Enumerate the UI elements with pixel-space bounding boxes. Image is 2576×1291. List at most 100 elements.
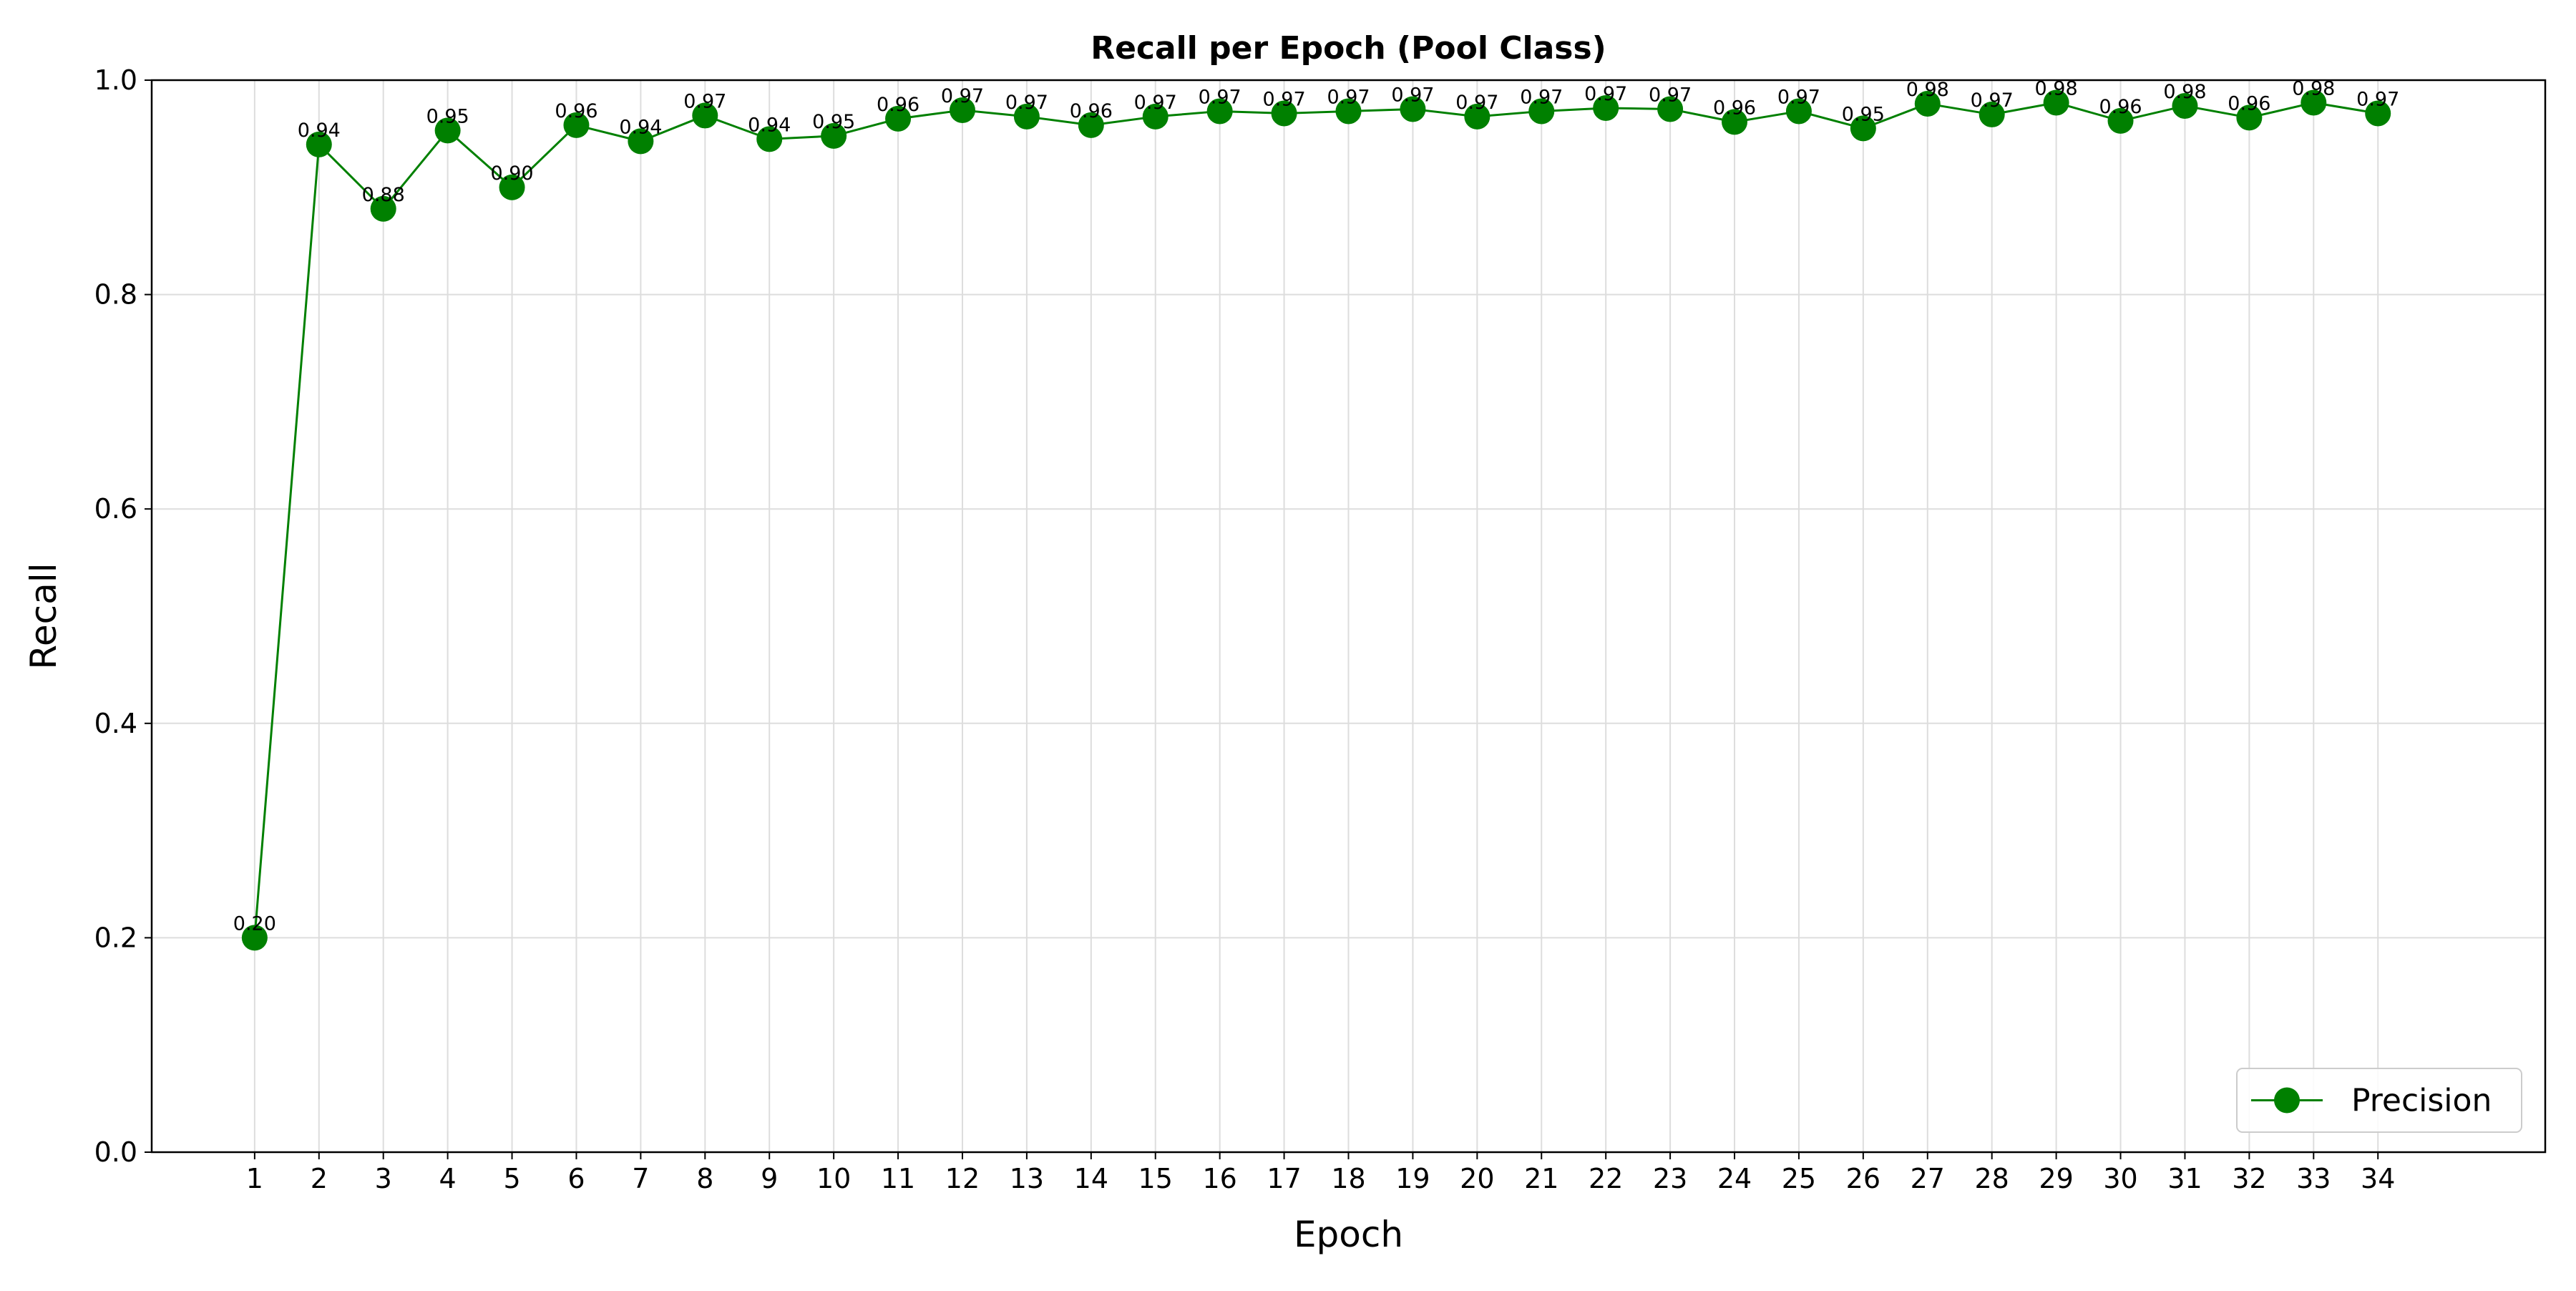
data-label: 0.97 [683, 90, 726, 112]
data-point [2236, 104, 2263, 131]
data-label: 0.97 [1455, 92, 1498, 114]
x-tick-label: 30 [2103, 1163, 2137, 1194]
x-tick-label: 23 [1653, 1163, 1687, 1194]
data-point [1206, 98, 1233, 125]
legend-marker [2274, 1087, 2300, 1114]
x-tick-label: 3 [375, 1163, 392, 1194]
x-tick-label: 18 [1331, 1163, 1365, 1194]
data-label: 0.98 [2035, 77, 2078, 99]
y-tick-label: 0.4 [94, 708, 137, 739]
x-tick-label: 6 [567, 1163, 585, 1194]
data-point [1785, 98, 1812, 125]
data-point [2172, 92, 2198, 119]
x-tick-label: 29 [2039, 1163, 2073, 1194]
x-tick-label: 13 [1010, 1163, 1044, 1194]
x-tick-label: 27 [1911, 1163, 1945, 1194]
x-tick-label: 5 [503, 1163, 520, 1194]
data-label: 0.94 [748, 114, 791, 136]
series-line-precision [253, 101, 2379, 938]
data-label: 0.96 [877, 94, 919, 116]
data-label: 0.88 [362, 184, 405, 206]
data-point [756, 126, 783, 152]
data-point [1078, 112, 1104, 138]
data-label: 0.97 [941, 85, 984, 107]
x-tick-label: 11 [881, 1163, 915, 1194]
x-tick-label: 12 [945, 1163, 980, 1194]
data-point [1528, 98, 1555, 125]
x-tick-label: 26 [1846, 1163, 1880, 1194]
x-tick-label: 2 [311, 1163, 328, 1194]
x-tick-label: 33 [2296, 1163, 2331, 1194]
x-tick-label: 32 [2232, 1163, 2266, 1194]
data-point [949, 97, 975, 123]
data-label: 0.97 [1263, 88, 1306, 110]
data-point [370, 195, 396, 222]
data-point [2043, 89, 2069, 116]
y-tick-label: 0.8 [94, 279, 137, 311]
data-label: 0.97 [2356, 88, 2399, 110]
data-label: 0.97 [1199, 86, 1241, 108]
data-point [628, 128, 654, 155]
x-tick-label: 1 [246, 1163, 263, 1194]
data-point [1400, 96, 1426, 122]
x-tick-label: 7 [632, 1163, 649, 1194]
x-tick-label: 21 [1524, 1163, 1558, 1194]
data-point [692, 102, 718, 129]
data-label: 0.98 [2292, 77, 2335, 99]
x-tick-label: 28 [1975, 1163, 2009, 1194]
x-tick-label: 17 [1267, 1163, 1301, 1194]
x-tick-label: 25 [1782, 1163, 1816, 1194]
data-label: 0.97 [1391, 84, 1434, 106]
x-tick-label: 9 [761, 1163, 778, 1194]
x-axis-label: Epoch [1294, 1214, 1403, 1255]
data-label: 0.95 [426, 105, 469, 127]
data-label: 0.96 [555, 100, 597, 122]
axis-ticks: 1 2 3 4 5 6 7 8 9 10 11 12 13 14 15 16 17 18 19 20 21 22 23 24 2… [94, 64, 2396, 1194]
data-point [1464, 103, 1491, 130]
x-tick-label: 34 [2361, 1163, 2395, 1194]
data-label: 0.96 [2099, 96, 2142, 118]
data-point [434, 117, 461, 144]
x-tick-label: 8 [696, 1163, 713, 1194]
data-point [499, 174, 525, 200]
data-label: 0.20 [233, 912, 276, 935]
data-labels: 0.20 0.94 0.88 0.95 0.90 0.96 0.94 0.97 0.94 0.95… [233, 77, 2399, 935]
chart-title: Recall per Epoch (Pool Class) [1091, 30, 1606, 67]
data-point [1142, 103, 1169, 130]
data-point [2301, 89, 2327, 116]
x-tick-label: 14 [1074, 1163, 1108, 1194]
data-label: 0.98 [1906, 79, 1949, 101]
data-label: 0.90 [490, 162, 533, 185]
x-tick-label: 4 [439, 1163, 457, 1194]
data-point [306, 131, 332, 157]
x-tick-label: 15 [1138, 1163, 1173, 1194]
legend: Precision [2236, 1068, 2522, 1133]
series-lines [253, 101, 2379, 938]
data-label: 0.98 [2163, 81, 2206, 103]
data-point [1914, 90, 1941, 117]
y-tick-label: 0.0 [94, 1136, 137, 1168]
data-label: 0.97 [1584, 83, 1627, 105]
x-tick-label: 19 [1395, 1163, 1430, 1194]
data-label: 0.97 [1649, 84, 1692, 106]
data-label: 0.97 [1777, 86, 1820, 108]
x-tick-label: 10 [816, 1163, 851, 1194]
x-tick-label: 22 [1589, 1163, 1623, 1194]
data-point [821, 122, 847, 149]
data-point [241, 925, 268, 951]
data-label: 0.94 [619, 116, 662, 138]
y-tick-label: 0.2 [94, 922, 137, 953]
legend-entry-precision: Precision [2351, 1083, 2492, 1119]
data-point [1335, 98, 1362, 125]
data-point [1593, 94, 1619, 121]
data-point [885, 105, 912, 132]
y-tick-label: 0.6 [94, 493, 137, 525]
x-tick-label: 31 [2167, 1163, 2202, 1194]
data-point [1271, 100, 1297, 127]
data-label: 0.97 [1327, 86, 1370, 108]
y-tick-label: 1.0 [94, 64, 137, 96]
x-tick-label: 16 [1202, 1163, 1236, 1194]
